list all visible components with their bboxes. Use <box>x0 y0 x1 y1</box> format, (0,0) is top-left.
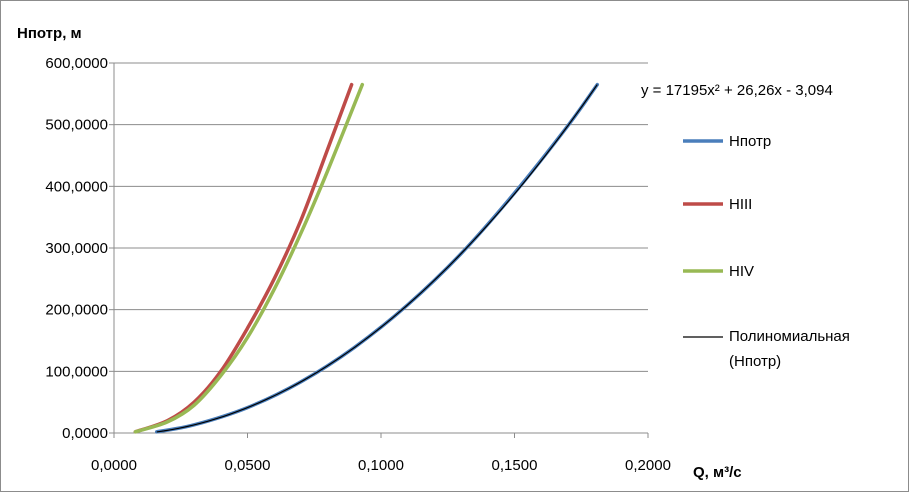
tick-labels: 0,0000 100,0000 200,0000 300,0000 400,0000 50… <box>45 55 671 474</box>
y-tick-label: 600,0000 <box>45 55 108 72</box>
series-layer <box>133 82 600 434</box>
y-tick-label: 100,0000 <box>45 363 108 380</box>
series-n4-line <box>133 82 365 434</box>
legend-label-trendline: Полиномиальная (Нпотр) <box>729 328 854 370</box>
legend: Нпотр НIII НIV Полиномиальная (Нпотр) <box>683 133 854 370</box>
axes <box>109 62 649 438</box>
legend-label-n3: НIII <box>729 196 752 213</box>
y-tick-label: 400,0000 <box>45 178 108 195</box>
trendline-equation: y = 17195x² + 26,26x - 3,094 <box>641 82 833 99</box>
y-tick-label: 0,0000 <box>62 425 108 442</box>
x-axis-title: Q, м³/с <box>693 464 742 481</box>
x-tick-label: 0,0500 <box>225 457 271 474</box>
y-axis-title: Нпотр, м <box>17 25 82 42</box>
x-tick-label: 0,0000 <box>91 457 137 474</box>
gridlines <box>114 62 648 372</box>
legend-label-n4: НIV <box>729 263 754 280</box>
y-tick-label: 500,0000 <box>45 117 108 134</box>
y-tick-label: 300,0000 <box>45 240 108 257</box>
series-npotr-line <box>154 82 600 434</box>
x-tick-label: 0,1000 <box>358 457 404 474</box>
legend-label-npotr: Нпотр <box>729 133 771 150</box>
x-tick-label: 0,1500 <box>492 457 538 474</box>
x-tick-label: 0,2000 <box>625 457 671 474</box>
y-tick-label: 200,0000 <box>45 302 108 319</box>
trendline-polynomial <box>156 84 598 433</box>
series-n3-line <box>133 82 354 434</box>
